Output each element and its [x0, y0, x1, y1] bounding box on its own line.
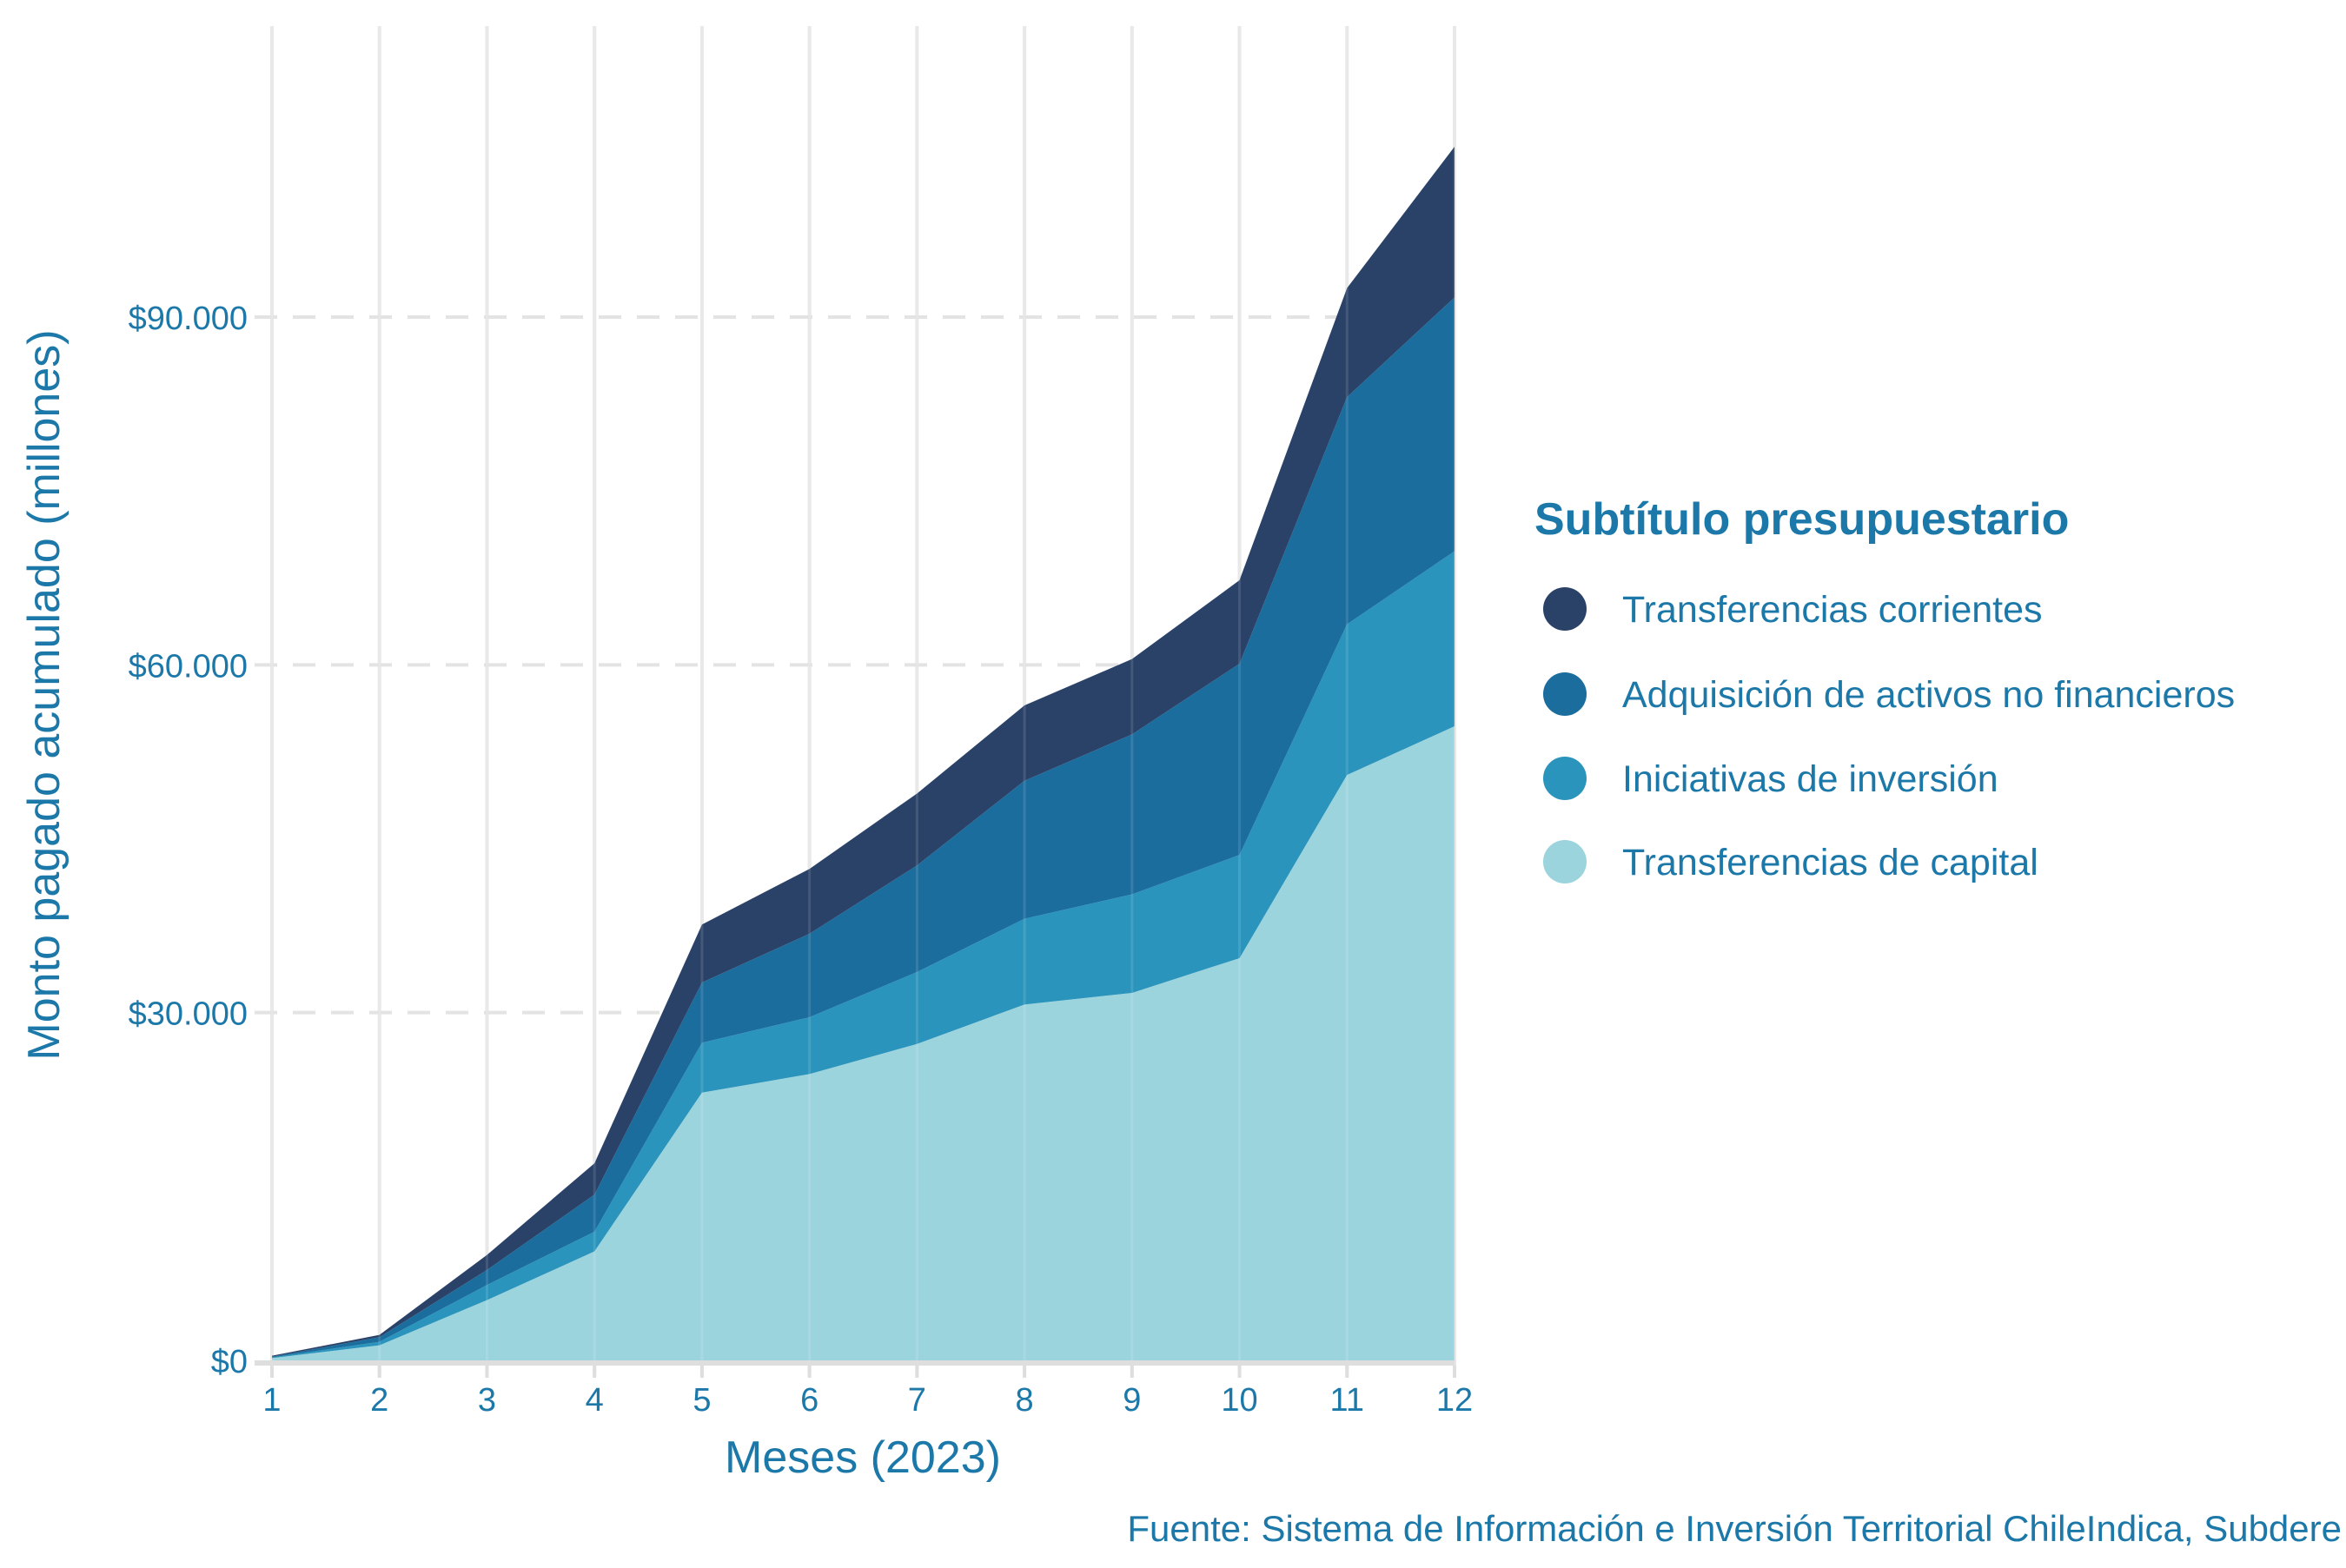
- area-transferencias-de-capital: [272, 726, 1455, 1360]
- x-tick-label: 3: [478, 1382, 496, 1419]
- x-tick-label: 10: [1221, 1382, 1257, 1419]
- area-iniciativas-de-inversi-n: [272, 551, 1455, 1359]
- y-tick-label: $0: [211, 1344, 248, 1380]
- y-tick-label: $30.000: [129, 996, 248, 1033]
- legend-swatch-icon: [1543, 587, 1587, 631]
- x-tick-label: 9: [1123, 1382, 1141, 1419]
- x-tick-label: 7: [908, 1382, 926, 1419]
- source-caption: Fuente: Sistema de Información e Inversi…: [1127, 1508, 2342, 1549]
- legend-label: Transferencias de capital: [1622, 842, 2038, 883]
- x-tick-label: 4: [586, 1382, 604, 1419]
- legend-title: Subtítulo presupuestario: [1534, 494, 2069, 545]
- y-axis-title: Monto pagado acumulado (millones): [19, 329, 70, 1060]
- x-tick-label: 5: [693, 1382, 711, 1419]
- x-tick-label: 12: [1436, 1382, 1473, 1419]
- legend-label: Transferencias corrientes: [1622, 589, 2043, 631]
- x-tick-label: 2: [370, 1382, 388, 1419]
- areas: [270, 26, 1456, 1360]
- legend: Subtítulo presupuestario Transferencias …: [1534, 494, 2235, 883]
- area-adquisici-n-de-activos-no-financieros: [272, 297, 1455, 1358]
- x-tick-label: 8: [1016, 1382, 1034, 1419]
- x-tick-label: 11: [1330, 1382, 1364, 1419]
- x-tick-label: 1: [262, 1382, 281, 1419]
- legend-label: Adquisición de activos no financieros: [1622, 674, 2235, 716]
- legend-label: Iniciativas de inversión: [1622, 758, 1998, 800]
- legend-swatch-icon: [1543, 672, 1587, 716]
- legend-swatch-icon: [1543, 840, 1587, 883]
- x-axis-title: Meses (2023): [725, 1432, 1001, 1483]
- y-tick-label: $90.000: [129, 301, 248, 337]
- x-tick-label: 6: [800, 1382, 818, 1419]
- legend-swatch-icon: [1543, 757, 1587, 800]
- y-tick-label: $60.000: [129, 648, 248, 685]
